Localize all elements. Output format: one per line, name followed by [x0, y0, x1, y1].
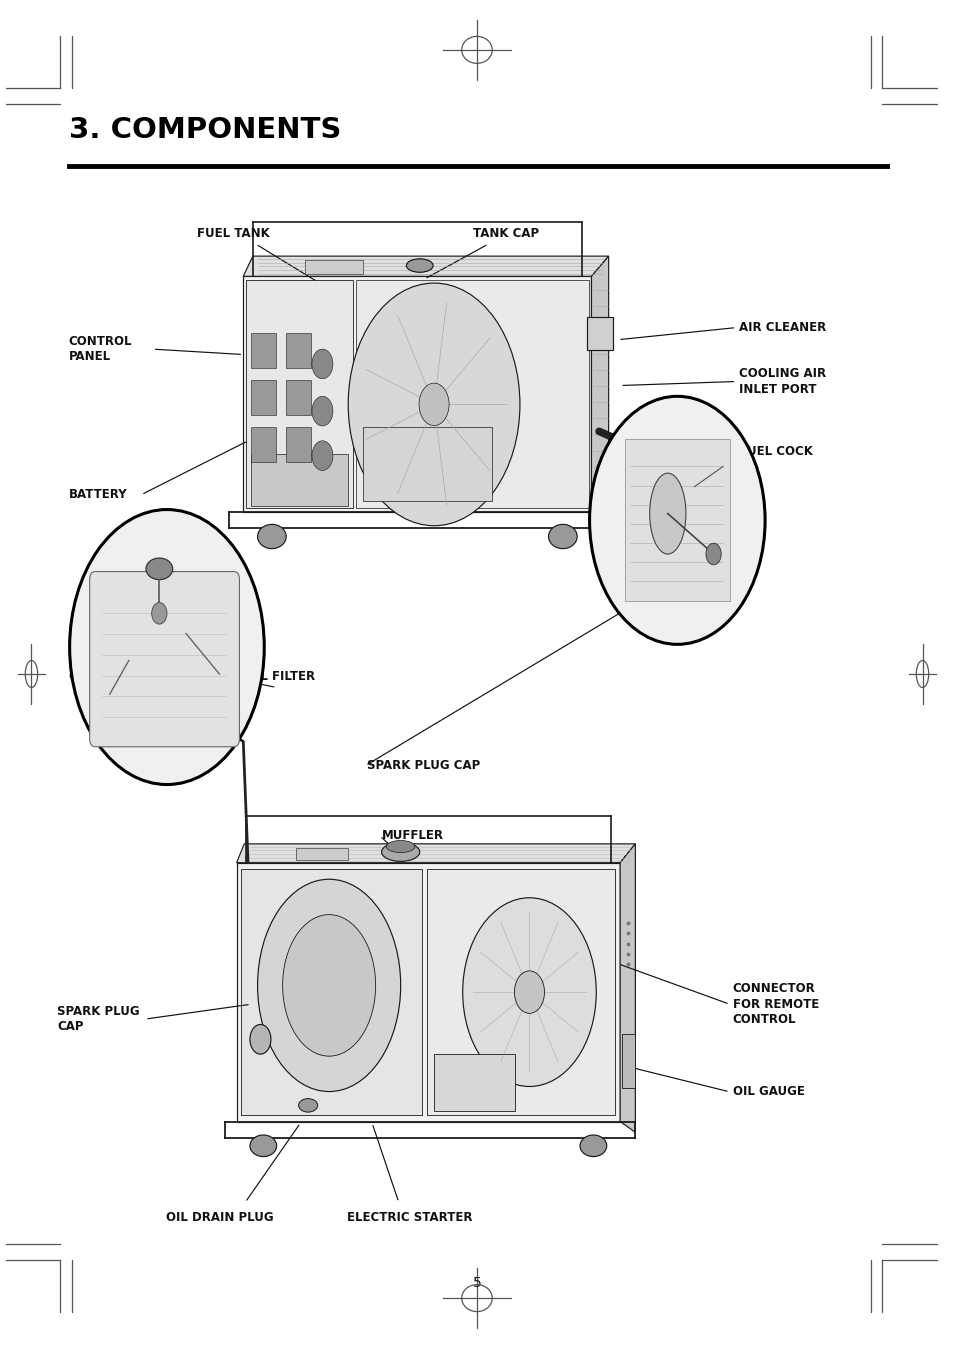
Text: AIR CLEANER: AIR CLEANER	[739, 321, 825, 334]
Bar	[624, 439, 729, 601]
Text: COOLING AIR
INLET PORT: COOLING AIR INLET PORT	[739, 367, 825, 396]
Ellipse shape	[462, 898, 596, 1086]
Ellipse shape	[406, 259, 433, 272]
Text: CONTROL
PANEL: CONTROL PANEL	[69, 334, 132, 364]
Bar	[305, 260, 362, 274]
Text: 5: 5	[472, 1277, 481, 1290]
Bar	[251, 333, 275, 368]
Ellipse shape	[250, 1024, 271, 1054]
Polygon shape	[591, 256, 608, 526]
Ellipse shape	[257, 524, 286, 549]
Bar	[251, 427, 275, 462]
Bar	[434, 1054, 515, 1111]
Ellipse shape	[418, 383, 449, 426]
Ellipse shape	[348, 283, 519, 526]
Ellipse shape	[312, 349, 333, 379]
Ellipse shape	[282, 914, 375, 1057]
Text: FUEL TANK: FUEL TANK	[197, 226, 270, 240]
Circle shape	[70, 510, 264, 785]
Ellipse shape	[298, 1099, 317, 1112]
Ellipse shape	[152, 603, 167, 624]
Ellipse shape	[579, 1135, 606, 1157]
Ellipse shape	[312, 441, 333, 470]
Ellipse shape	[257, 879, 400, 1092]
Bar	[241, 869, 421, 1115]
Text: SPARK PLUG
CAP: SPARK PLUG CAP	[57, 1004, 140, 1034]
Text: ELECTRIC STARTER: ELECTRIC STARTER	[347, 1211, 473, 1224]
Bar	[355, 280, 588, 508]
Text: OIL FILTER: OIL FILTER	[246, 670, 314, 683]
Bar	[295, 848, 348, 860]
Ellipse shape	[514, 971, 544, 1014]
Text: OIL GAUGE: OIL GAUGE	[732, 1085, 803, 1099]
Text: 3. COMPONENTS: 3. COMPONENTS	[69, 116, 341, 144]
Bar	[243, 276, 591, 512]
Text: FUEL COCK: FUEL COCK	[739, 445, 812, 458]
Bar	[363, 427, 491, 501]
Polygon shape	[243, 256, 608, 276]
Text: TANK CAP: TANK CAP	[472, 226, 538, 240]
Polygon shape	[619, 844, 635, 1132]
Bar	[621, 1034, 635, 1088]
Text: OIL FILLER CAP: OIL FILLER CAP	[69, 670, 170, 683]
FancyBboxPatch shape	[90, 572, 239, 747]
Ellipse shape	[705, 543, 720, 565]
Bar	[286, 333, 311, 368]
Bar	[286, 380, 311, 415]
Bar	[251, 380, 275, 415]
Bar	[586, 317, 613, 350]
Text: SPARK PLUG CAP: SPARK PLUG CAP	[367, 759, 480, 772]
Ellipse shape	[250, 1135, 276, 1157]
Text: MUFFLER: MUFFLER	[381, 829, 443, 842]
Bar	[286, 427, 311, 462]
Ellipse shape	[146, 558, 172, 580]
Bar	[427, 869, 615, 1115]
Ellipse shape	[381, 842, 419, 861]
Circle shape	[589, 396, 764, 644]
Text: BATTERY: BATTERY	[69, 488, 127, 501]
Text: OIL DRAIN PLUG: OIL DRAIN PLUG	[166, 1211, 273, 1224]
Text: CONNECTOR
FOR REMOTE
CONTROL: CONNECTOR FOR REMOTE CONTROL	[732, 983, 818, 1026]
Ellipse shape	[548, 524, 577, 549]
Bar	[251, 454, 348, 506]
Ellipse shape	[312, 396, 333, 426]
Polygon shape	[236, 844, 635, 863]
Ellipse shape	[386, 841, 415, 852]
Ellipse shape	[649, 473, 685, 554]
Bar	[246, 280, 353, 508]
Bar	[236, 863, 619, 1122]
